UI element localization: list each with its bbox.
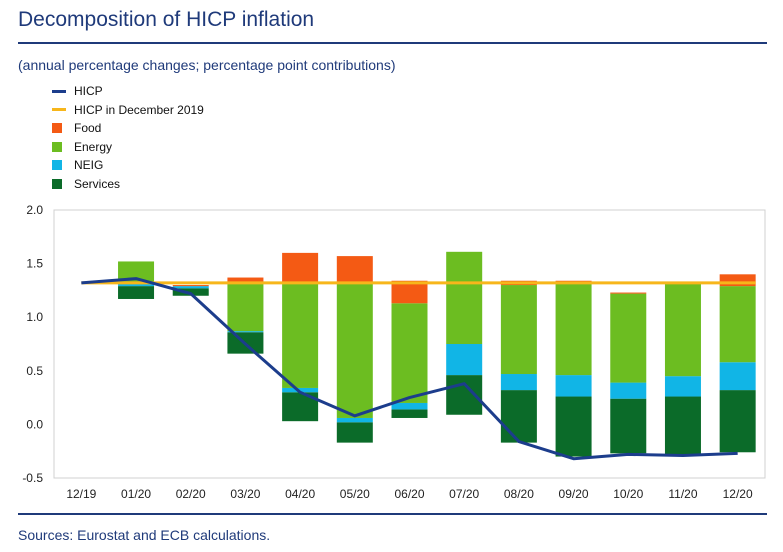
bar-neig (172, 286, 209, 289)
y-tick-label: 0.0 (26, 417, 43, 431)
bar-energy (500, 285, 537, 375)
bar-services (172, 288, 209, 296)
bar-neig (664, 376, 701, 397)
bar-energy (719, 286, 756, 363)
legend-swatch-food (52, 123, 62, 134)
legend-swatch-neig (52, 160, 62, 171)
legend-item-services: Services (52, 175, 204, 194)
bar-energy (118, 261, 155, 283)
bar-energy (391, 303, 428, 403)
bar-services (664, 396, 701, 455)
legend-swatch-hicp-dec2019 (52, 108, 66, 112)
x-tick-label: 07/20 (449, 487, 479, 501)
chart-legend: HICP HICP in December 2019 Food Energy N… (52, 82, 204, 193)
bar-food (336, 256, 373, 284)
page-title: Decomposition of HICP inflation (18, 8, 315, 31)
bar-services (118, 286, 155, 299)
bar-services (555, 396, 592, 457)
x-tick-label: 09/20 (559, 487, 589, 501)
bar-services (610, 398, 647, 454)
bar-neig (719, 362, 756, 391)
bar-food (172, 285, 209, 287)
bar-neig (227, 331, 264, 333)
legend-label: NEIG (74, 158, 104, 173)
legend-swatch-services (52, 178, 62, 189)
title-rule (18, 42, 767, 44)
x-tick-label: 05/20 (340, 487, 370, 501)
line-hicp (81, 277, 738, 461)
y-tick-label: 0.5 (26, 364, 43, 378)
bar-energy (610, 293, 647, 383)
bar-food (227, 277, 264, 282)
legend-label: Energy (74, 139, 113, 154)
legend-swatch-energy (52, 141, 62, 152)
plot-area (53, 209, 766, 479)
legend-item-neig: NEIG (52, 156, 204, 175)
bar-energy (664, 283, 701, 377)
bar-neig (118, 282, 155, 287)
legend-label: HICP (74, 84, 103, 99)
x-tick-label: 06/20 (394, 487, 424, 501)
legend-label: HICP in December 2019 (74, 102, 204, 117)
bar-food (719, 274, 756, 287)
x-tick-label: 04/20 (285, 487, 315, 501)
bar-food (391, 280, 428, 304)
bar-neig (446, 344, 483, 376)
bar-services (391, 409, 428, 418)
bar-neig (282, 387, 319, 393)
x-tick-label: 10/20 (613, 487, 643, 501)
legend-item-food: Food (52, 119, 204, 138)
bar-energy (282, 283, 319, 388)
source-note: Sources: Eurostat and ECB calculations. (18, 527, 271, 543)
line-series (81, 277, 756, 461)
legend-label: Food (74, 121, 102, 136)
x-axis-ticks: 12/19 01/20 02/20 03/20 04/20 05/20 06/20 07/20… (66, 487, 753, 501)
x-tick-label: 11/20 (668, 487, 697, 501)
bar-neig (391, 402, 428, 410)
y-tick-label: -0.5 (22, 471, 43, 485)
y-tick-label: 1.0 (26, 310, 43, 324)
bar-neig (555, 375, 592, 397)
x-tick-label: 12/19 (66, 487, 96, 501)
bar-energy (336, 283, 373, 418)
bar-neig (336, 417, 373, 423)
bar-services (500, 390, 537, 443)
bar-services (336, 422, 373, 443)
legend-label: Services (74, 176, 121, 191)
bar-services (719, 390, 756, 453)
legend-swatch-hicp (52, 89, 66, 93)
y-axis-ticks: 2.0 1.5 1.0 0.5 0.0 -0.5 (22, 203, 43, 485)
legend-item-hicp-dec2019: HICP in December 2019 (52, 101, 204, 120)
bar-energy (446, 251, 483, 344)
legend-item-hicp: HICP (52, 82, 204, 101)
bar-energy (227, 281, 264, 332)
footer-rule (18, 513, 767, 515)
x-tick-label: 12/20 (723, 487, 753, 501)
bar-food (610, 292, 647, 294)
bar-neig (610, 382, 647, 399)
bar-food (282, 252, 319, 284)
x-tick-label: 03/20 (230, 487, 260, 501)
x-tick-label: 02/20 (176, 487, 206, 501)
legend-item-energy: Energy (52, 138, 204, 157)
bar-neig (500, 374, 537, 391)
x-tick-label: 08/20 (504, 487, 534, 501)
y-tick-label: 1.5 (26, 257, 43, 271)
chart-subtitle: (annual percentage changes; percentage p… (18, 57, 396, 73)
y-tick-label: 2.0 (26, 203, 43, 217)
x-tick-label: 01/20 (121, 487, 151, 501)
bar-energy (555, 283, 592, 376)
